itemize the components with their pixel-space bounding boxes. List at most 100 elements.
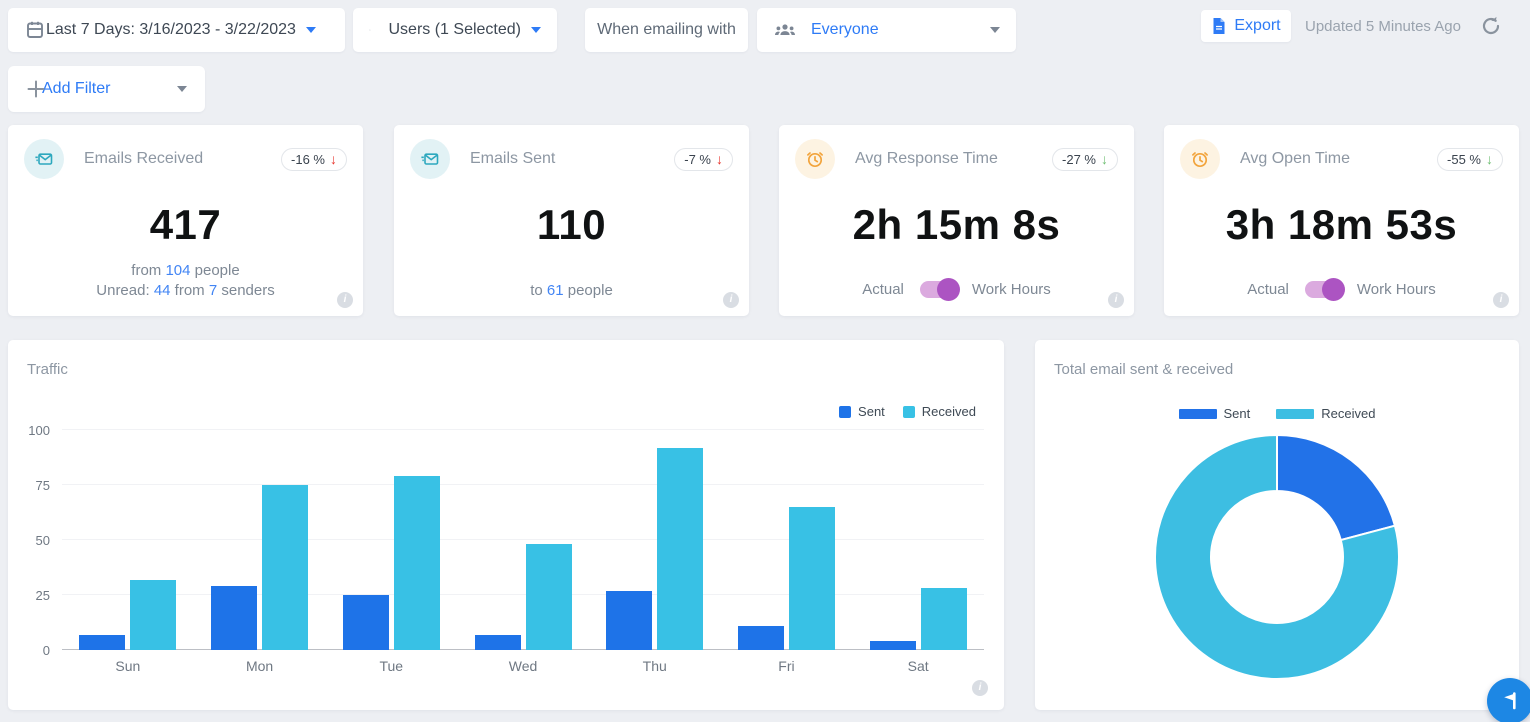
to-people-text: to 61 people	[530, 282, 613, 299]
pdf-file-icon	[1213, 18, 1225, 34]
received-bar	[525, 544, 572, 650]
donut-chart	[1154, 434, 1400, 680]
group-icon	[775, 24, 795, 35]
bar-group-tue	[325, 430, 457, 650]
trend-badge: -16 % ↓	[281, 147, 347, 171]
chart-legend: Sent Received	[1035, 406, 1519, 421]
down-arrow-icon: ↓	[1486, 151, 1493, 167]
chart-title: Traffic	[27, 361, 68, 378]
users-icon	[369, 29, 371, 31]
trend-badge: -55 % ↓	[1437, 147, 1503, 171]
card-title: Emails Sent	[470, 150, 556, 167]
toggle-left-label: Actual	[1247, 281, 1289, 298]
legend-item-received[interactable]: Received	[1276, 406, 1375, 421]
legend-item-received[interactable]: Received	[902, 404, 976, 419]
chart-legend: Sent Received	[839, 404, 976, 419]
toggle-right-label: Work Hours	[971, 281, 1051, 298]
sent-bar	[737, 625, 784, 650]
hours-toggle[interactable]	[1304, 278, 1345, 301]
sent-bar	[79, 634, 126, 650]
from-people-text: from 104 people	[131, 262, 240, 279]
mail-icon	[24, 139, 64, 179]
alarm-clock-icon	[795, 139, 835, 179]
info-icon[interactable]: i	[723, 292, 739, 308]
legend-swatch	[1276, 408, 1315, 419]
hours-toggle[interactable]	[919, 278, 960, 301]
chevron-down-icon	[531, 27, 541, 33]
bar-chart-plot: 0 25 50 75 100	[28, 423, 984, 658]
bar-group-mon	[194, 430, 326, 650]
export-button[interactable]: Export	[1201, 10, 1291, 42]
info-icon[interactable]: i	[1108, 292, 1124, 308]
emails-sent-value: 110	[536, 201, 607, 248]
sent-bar	[342, 595, 389, 650]
avg-open-time-card: Avg Open Time -55 % ↓ 3h 18m 53s Actual …	[1164, 125, 1519, 316]
card-title: Avg Response Time	[855, 150, 998, 167]
toggle-right-label: Work Hours	[1356, 281, 1436, 298]
sent-bar	[211, 586, 258, 650]
sent-bar	[869, 641, 916, 650]
chevron-down-icon	[177, 86, 187, 92]
legend-item-sent[interactable]: Sent	[839, 404, 885, 419]
received-bar	[262, 485, 309, 650]
unread-text: Unread: 44 from 7 senders	[96, 282, 275, 299]
sent-bar	[474, 634, 521, 650]
add-filter-button[interactable]: Add Filter	[8, 66, 205, 112]
received-bar	[920, 588, 967, 650]
audience-filter-label: Everyone	[811, 21, 879, 38]
export-label: Export	[1234, 17, 1281, 34]
chevron-down-icon	[305, 27, 316, 33]
received-bar	[788, 507, 835, 650]
add-filter-label: Add Filter	[42, 80, 111, 97]
legend-swatch	[839, 405, 852, 418]
chat-widget-button[interactable]	[1487, 678, 1530, 722]
card-title: Avg Open Time	[1240, 150, 1350, 167]
donut-slice-received	[1154, 434, 1400, 680]
date-range-label: Last 7 Days: 3/16/2023 - 3/22/2023	[46, 21, 296, 38]
legend-swatch	[1178, 408, 1217, 419]
bar-group-wed	[457, 430, 589, 650]
bar-group-fri	[721, 430, 853, 650]
traffic-chart-card: Traffic Sent Received 0 25 50 75 100 Sun Mon T…	[8, 340, 1004, 710]
sent-bar	[606, 590, 653, 650]
donut-chart-card: Total email sent & received Sent Receive…	[1035, 340, 1519, 710]
emails-received-value: 417	[149, 201, 222, 248]
calendar-icon	[27, 21, 43, 38]
bar-group-thu	[589, 430, 721, 650]
emails-sent-card: Emails Sent -7 % ↓ 110 to 61 people i	[394, 125, 749, 316]
chat-flag-icon	[1504, 692, 1516, 710]
alarm-clock-icon	[1180, 139, 1220, 179]
donut-slice-sent	[1276, 434, 1396, 542]
info-icon[interactable]: i	[337, 292, 353, 308]
info-icon[interactable]: i	[972, 680, 988, 696]
info-icon[interactable]: i	[1493, 292, 1509, 308]
down-arrow-icon: ↓	[716, 151, 723, 167]
date-range-filter[interactable]: Last 7 Days: 3/16/2023 - 3/22/2023	[8, 8, 345, 52]
legend-item-sent[interactable]: Sent	[1178, 406, 1250, 421]
last-updated-text: Updated 5 Minutes Ago	[1305, 18, 1461, 35]
chevron-down-icon	[990, 27, 1000, 33]
toggle-knob	[936, 278, 960, 301]
received-bar	[393, 476, 440, 650]
mail-icon	[410, 139, 450, 179]
users-filter[interactable]: Users (1 Selected)	[353, 8, 557, 52]
bar-group-sat	[852, 430, 984, 650]
refresh-icon[interactable]	[1480, 15, 1502, 37]
avg-open-time-value: 3h 18m 53s	[1225, 201, 1458, 248]
card-title: Emails Received	[84, 150, 204, 167]
down-arrow-icon: ↓	[1101, 151, 1108, 167]
x-axis-labels: Sun Mon Tue Wed Thu Fri Sat	[115, 658, 929, 674]
users-filter-label: Users (1 Selected)	[388, 21, 522, 38]
down-arrow-icon: ↓	[330, 151, 337, 167]
legend-swatch	[902, 405, 915, 418]
received-bar	[657, 447, 704, 650]
plus-icon	[27, 80, 45, 98]
audience-filter[interactable]: Everyone	[757, 8, 1016, 52]
bar-group-sun	[62, 430, 194, 650]
trend-badge: -7 % ↓	[674, 147, 733, 171]
toggle-knob	[1321, 278, 1345, 301]
avg-response-time-value: 2h 15m 8s	[852, 201, 1061, 248]
when-emailing-with-label: When emailing with	[585, 8, 748, 52]
emails-received-card: Emails Received -16 % ↓ 417 from 104 peo…	[8, 125, 363, 316]
